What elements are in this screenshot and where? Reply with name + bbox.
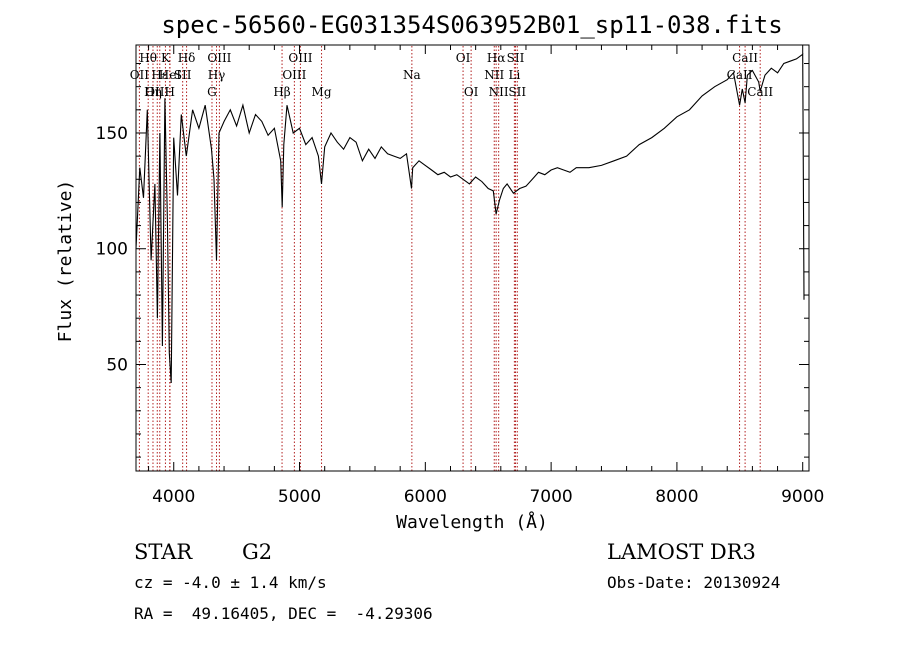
spectral-line-labels: Hθ OII OIII Hε Hη K HeI H Hδ SII OIII Hγ G OIII OIII Hβ…: [130, 51, 774, 99]
chart-title: spec-56560-EG031354S063952B01_sp11-038.f…: [161, 11, 782, 39]
spectral-line-label: SII: [174, 68, 192, 82]
y-tick-label: 150: [96, 124, 128, 144]
spectral-line-label: Mg: [312, 85, 332, 99]
x-tick-label: 7000: [529, 487, 572, 507]
spectral-line-label: Na: [403, 68, 421, 82]
coordinates: RA = 49.16405, DEC = -4.29306: [134, 604, 433, 623]
y-tick-label: 50: [106, 356, 128, 376]
spectral-line-markers: [138, 46, 761, 471]
spectral-line-label: Hβ: [273, 85, 290, 99]
object-class: STAR: [134, 540, 193, 564]
spectral-line-label: OIII: [145, 85, 169, 99]
spectral-line-label: SII: [507, 51, 525, 65]
spectral-line-label: OI: [456, 51, 471, 65]
axis-ticks: 4000 5000 6000 7000 8000 9000 50 100 150: [96, 45, 824, 507]
object-subclass: G2: [242, 540, 272, 564]
spectral-line-label: HeI: [159, 68, 182, 82]
spectral-line-label: Hε: [151, 68, 168, 82]
spectral-line-label: Hδ: [178, 51, 196, 65]
y-axis-label: Flux (relative): [55, 180, 76, 343]
x-tick-label: 4000: [152, 487, 195, 507]
spectral-line-label: CaII: [747, 85, 773, 99]
spectral-line-label: K: [161, 51, 171, 65]
spectral-line-label: Hη: [144, 85, 162, 99]
plot-frame: [135, 44, 810, 472]
spectral-line-label: G: [207, 85, 217, 99]
spectral-line-label: CaII: [727, 68, 753, 82]
spectral-line-label: Hα: [487, 51, 506, 65]
survey-name: LAMOST DR3: [607, 540, 756, 564]
spectral-line-label: CaII: [732, 51, 758, 65]
y-tick-label: 100: [96, 240, 128, 260]
flux-series-line: [135, 53, 805, 384]
spectral-line-label: NII: [489, 85, 509, 99]
x-axis-label: Wavelength (Å): [396, 511, 548, 533]
spectral-line-label: Hθ: [139, 51, 157, 65]
spectral-line-label: OII: [130, 68, 150, 82]
x-tick-label: 6000: [404, 487, 447, 507]
spectral-line-label: OIII: [288, 51, 312, 65]
spectral-line-label: Hγ: [208, 68, 226, 82]
spectral-line-label: OIII: [282, 68, 306, 82]
spectral-line-label: H: [164, 85, 174, 99]
spectral-line-label: NII: [484, 68, 504, 82]
x-tick-label: 5000: [278, 487, 321, 507]
redshift-cz: cz = -4.0 ± 1.4 km/s: [134, 573, 327, 592]
observation-date: Obs-Date: 20130924: [607, 573, 780, 592]
x-tick-label: 8000: [655, 487, 698, 507]
spectral-line-label: SII: [508, 85, 526, 99]
spectral-line-label: Li: [508, 68, 520, 82]
x-tick-label: 9000: [781, 487, 824, 507]
spectral-line-label: OIII: [207, 51, 231, 65]
spectral-line-label: OI: [464, 85, 479, 99]
